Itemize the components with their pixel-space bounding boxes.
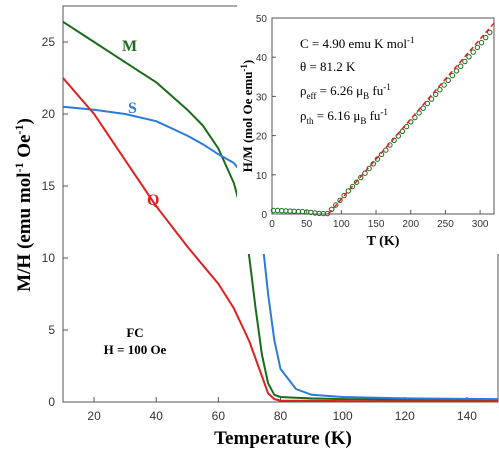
inset-data-point: [337, 197, 343, 204]
y-tick-label: 20: [42, 107, 56, 121]
series-label-s: S: [128, 100, 137, 117]
inset-data-point: [462, 58, 468, 65]
inset-data-point: [441, 82, 447, 88]
annotation-field: H = 100 Oe: [104, 342, 167, 357]
inset-data-point: [349, 183, 356, 190]
y-tick-label: 10: [42, 251, 56, 265]
inset-y-tick-label: 20: [256, 132, 268, 143]
inset-data-point: [333, 202, 339, 208]
inset-axis-ticks: 0 50 100 150 200 250 300 0 10 20 30 40 50: [256, 14, 489, 230]
inset-chart: 0 50 100 150 200 250 300 0 10 20 30 40 50 C = 4.90 e…: [237, 4, 499, 254]
inset-data-point: [324, 210, 331, 217]
inset-data-point: [428, 96, 435, 102]
annotation-fc: FC: [126, 325, 143, 340]
inset-y-tick-label: 50: [256, 14, 268, 25]
inset-plot-frame: [271, 17, 495, 215]
x-tick-label: 40: [150, 409, 164, 423]
x-tick-label: 80: [274, 409, 288, 423]
inset-y-tick-label: 0: [261, 210, 267, 221]
inset-data-point: [466, 54, 472, 60]
inset-x-tick-label: 300: [472, 219, 489, 230]
y-axis-title: M/H (emu mol-1 Oe-1): [12, 118, 35, 292]
inset-data-point: [433, 91, 439, 98]
inset-fit-line: [327, 22, 495, 215]
inset-data-point: [483, 34, 489, 41]
x-tick-label: 60: [212, 409, 226, 423]
inset-data-point: [449, 72, 456, 79]
inset-x-axis-title: T (K): [367, 234, 400, 249]
inset-x-tick-label: 0: [269, 219, 275, 230]
inset-fit-rho-th: ρth = 6.16 μB fu-1: [300, 107, 388, 126]
y-tick-label: 5: [48, 323, 55, 337]
x-tick-label: 140: [457, 409, 477, 423]
y-tick-label: 25: [42, 35, 56, 49]
inset-fit-c: C = 4.90 emu K mol-1: [300, 35, 415, 51]
x-axis-title: Temperature (K): [214, 428, 352, 449]
x-tick-label: 20: [87, 409, 101, 423]
inset-x-tick-label: 250: [437, 219, 454, 230]
inset-x-tick-label: 50: [301, 219, 313, 230]
inset-y-tick-label: 10: [256, 171, 268, 182]
series-line-q: [62, 77, 498, 403]
inset-data-point: [416, 110, 422, 116]
inset-data-point: [458, 63, 464, 69]
inset-data-point: [470, 49, 476, 55]
inset-data-point: [474, 44, 481, 51]
inset-fit-theta: θ = 81.2 K: [300, 59, 356, 74]
inset-data-point: [437, 87, 443, 93]
inset-series: [270, 22, 495, 217]
series-label-m: M: [122, 38, 137, 55]
inset-y-axis-title: H/M (mol Oe emu-1): [239, 60, 255, 173]
inset-y-tick-label: 40: [256, 53, 268, 64]
inset-x-tick-label: 150: [368, 219, 385, 230]
inset-data-point: [353, 179, 360, 185]
inset-data-point: [478, 40, 485, 46]
inset-data-point: [341, 192, 347, 199]
series-label-q: Q: [147, 192, 159, 209]
inset-x-tick-label: 200: [402, 219, 419, 230]
series-line-m: [62, 20, 499, 402]
inset-data-point: [345, 188, 351, 194]
y-tick-label: 0: [48, 395, 55, 409]
inset-data-point: [329, 206, 335, 213]
inset-data-point: [487, 29, 493, 36]
x-tick-label: 100: [333, 409, 353, 423]
y-tick-label: 15: [42, 179, 56, 193]
inset-data-point: [445, 77, 451, 84]
inset-y-tick-label: 30: [256, 92, 268, 103]
x-tick-label: 120: [395, 409, 415, 423]
inset-fit-rho-eff: ρeff = 6.26 μB fu-1: [300, 82, 391, 101]
inset-data-point: [453, 68, 460, 74]
inset-x-tick-label: 100: [333, 219, 350, 230]
inset-data-point: [358, 174, 364, 181]
